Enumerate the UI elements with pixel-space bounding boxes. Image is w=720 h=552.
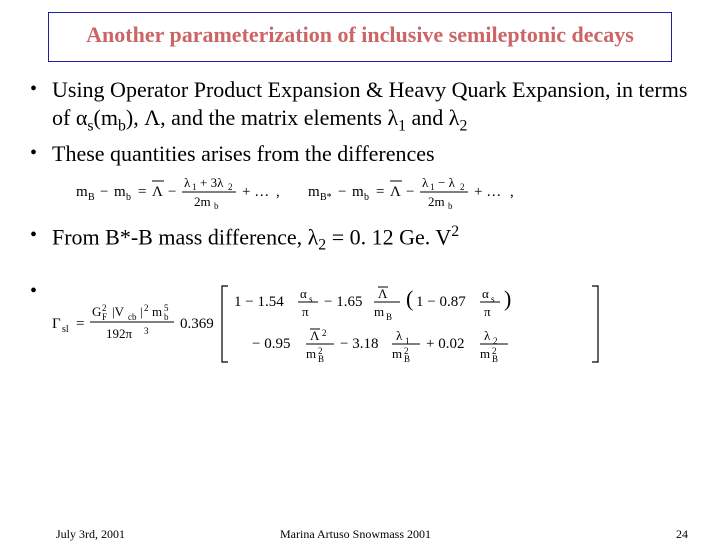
bullet-dot: •	[24, 76, 52, 102]
svg-text:192π: 192π	[106, 326, 133, 341]
svg-text:B: B	[404, 354, 410, 364]
svg-text:α: α	[482, 286, 489, 301]
svg-text:Λ: Λ	[390, 184, 401, 200]
bullet-1: • Using Operator Product Expansion & Hea…	[24, 76, 696, 137]
svg-text:2: 2	[460, 182, 465, 192]
svg-text:+ …: + …	[474, 184, 501, 200]
svg-text:): )	[504, 286, 511, 311]
svg-text:B: B	[386, 312, 392, 322]
svg-text:0.369: 0.369	[180, 316, 214, 332]
svg-text:2m: 2m	[194, 194, 211, 209]
svg-text:F: F	[102, 312, 107, 322]
svg-text:m: m	[374, 304, 384, 319]
svg-text:=: =	[376, 184, 384, 200]
svg-text:2: 2	[144, 303, 149, 313]
svg-text:b: b	[214, 201, 219, 211]
bullets: • Using Operator Product Expansion & Hea…	[24, 76, 696, 371]
eq-mass-differences: mB − mb = Λ − λ1 + 3λ2 2mb + … , mB* − m…	[76, 172, 672, 216]
svg-text:−: −	[338, 184, 346, 200]
slide-title: Another parameterization of inclusive se…	[61, 21, 659, 49]
svg-text:2: 2	[228, 182, 233, 192]
svg-text:m: m	[306, 346, 316, 361]
bullet-3-text: From B*-B mass difference, λ2 = 0. 12 Ge…	[52, 222, 696, 256]
svg-text:Λ: Λ	[152, 184, 163, 200]
svg-text:cb: cb	[128, 312, 137, 322]
svg-text:λ: λ	[396, 328, 403, 343]
svg-text:−: −	[100, 184, 108, 200]
svg-text:1 − 0.87: 1 − 0.87	[416, 294, 466, 310]
svg-text:m: m	[392, 346, 402, 361]
eq-gamma-sl: Γsl = G2F |Vcb|2 m5b 192π3 0.369 1 − 1.5…	[52, 278, 612, 370]
bullet-4: • Γsl = G2F |Vcb|2 m5b 192π3 0.369	[24, 278, 696, 370]
bullet-3: • From B*-B mass difference, λ2 = 0. 12 …	[24, 222, 696, 256]
svg-text:− 0.95: − 0.95	[252, 336, 290, 352]
svg-text:1: 1	[430, 182, 435, 192]
svg-text:(: (	[406, 286, 413, 311]
svg-text:λ: λ	[422, 175, 429, 190]
svg-text:+ …: + …	[242, 184, 269, 200]
svg-text:=: =	[138, 184, 146, 200]
svg-text:|V: |V	[112, 304, 125, 319]
svg-text:+ 0.02: + 0.02	[426, 336, 464, 352]
svg-text:B*: B*	[320, 192, 332, 203]
svg-text:π: π	[484, 304, 491, 319]
svg-text:,: ,	[276, 184, 280, 200]
bullet-dot: •	[24, 278, 52, 304]
svg-text:m: m	[480, 346, 490, 361]
svg-text:=: =	[76, 316, 84, 332]
svg-text:m: m	[308, 184, 320, 200]
svg-text:−: −	[168, 184, 176, 200]
bullet-2: • These quantities arises from the diffe…	[24, 140, 696, 168]
svg-text:1 − 1.54: 1 − 1.54	[234, 294, 284, 310]
svg-text:B: B	[88, 192, 95, 203]
svg-text:3: 3	[144, 326, 149, 336]
svg-text:α: α	[300, 286, 307, 301]
svg-text:+ 3λ: + 3λ	[200, 175, 224, 190]
svg-text:b: b	[164, 312, 169, 322]
svg-text:− 1.65: − 1.65	[324, 294, 362, 310]
svg-text:λ: λ	[484, 328, 491, 343]
svg-text:− 3.18: − 3.18	[340, 336, 378, 352]
svg-text:B: B	[492, 354, 498, 364]
svg-text:2m: 2m	[428, 194, 445, 209]
svg-text:m: m	[352, 184, 364, 200]
bullet-dot: •	[24, 222, 52, 248]
svg-text:−: −	[406, 184, 414, 200]
svg-text:b: b	[126, 192, 131, 203]
svg-text:B: B	[318, 354, 324, 364]
svg-text:b: b	[448, 201, 453, 211]
svg-text:π: π	[302, 304, 309, 319]
svg-text:λ: λ	[184, 175, 191, 190]
svg-text:m: m	[76, 184, 88, 200]
svg-text:G: G	[92, 304, 101, 319]
svg-text:1: 1	[192, 182, 197, 192]
svg-text:|: |	[140, 304, 143, 319]
bullet-dot: •	[24, 140, 52, 166]
bullet-4-text: Γsl = G2F |Vcb|2 m5b 192π3 0.369 1 − 1.5…	[52, 278, 696, 370]
svg-text:b: b	[364, 192, 369, 203]
svg-text:,: ,	[510, 184, 514, 200]
svg-text:Γ: Γ	[52, 316, 61, 332]
svg-text:− λ: − λ	[438, 175, 456, 190]
svg-text:Λ: Λ	[310, 328, 320, 343]
svg-text:Λ: Λ	[378, 286, 388, 301]
svg-text:2: 2	[322, 328, 327, 338]
svg-text:sl: sl	[62, 324, 69, 335]
title-box: Another parameterization of inclusive se…	[48, 12, 672, 62]
svg-text:m: m	[152, 304, 162, 319]
svg-text:m: m	[114, 184, 126, 200]
bullet-1-text: Using Operator Product Expansion & Heavy…	[52, 76, 696, 137]
bullet-2-text: These quantities arises from the differe…	[52, 140, 696, 168]
